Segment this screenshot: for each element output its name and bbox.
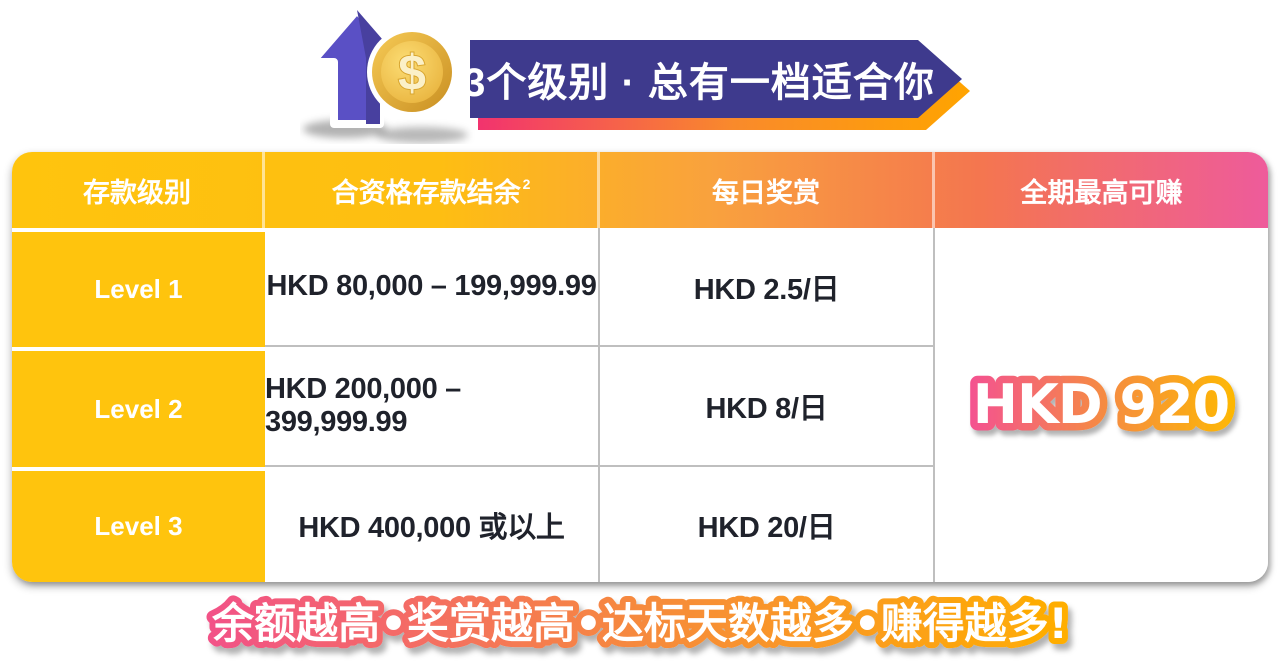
- max-earn-total-cell: HKD 920: [935, 228, 1268, 582]
- dollar-glyph: $: [398, 45, 426, 101]
- daily-reward-cell-row1: HKD 2.5/日: [600, 228, 935, 347]
- coin-dollar-arrow-up-icon: $: [303, 6, 468, 143]
- header-eligible-balance: 合资格存款结余 2: [265, 152, 600, 228]
- level-1-cell: Level 1: [12, 228, 265, 347]
- header-deposit-level: 存款级别: [12, 152, 265, 228]
- footnote-marker: 2: [522, 176, 531, 192]
- header-daily-reward: 每日奖赏: [600, 152, 935, 228]
- svg-text:余额越高•奖赏越高•达标天数越多•赚得越多!: 余额越高•奖赏越高•达标天数越多•赚得越多!: [211, 599, 1068, 648]
- header-max-earn: 全期最高可赚: [935, 152, 1268, 228]
- hero-title: 3个级别 · 总有一档适合你: [463, 61, 935, 105]
- balance-cell-row3: HKD 400,000 或以上: [265, 467, 600, 582]
- level-2-cell: Level 2: [12, 347, 265, 467]
- balance-cell-row1: HKD 80,000 – 199,999.99: [265, 228, 600, 347]
- svg-text:HKD 920: HKD 920: [973, 373, 1229, 436]
- balance-cell-row2: HKD 200,000 – 399,999.99: [265, 347, 600, 467]
- ribbon-banner: 3个级别 · 总有一档适合你: [470, 40, 962, 118]
- hero-section: 3个级别 · 总有一档适合你 $: [0, 0, 1280, 152]
- tagline-text: 余额越高•奖赏越高•达标天数越多•赚得越多!: [205, 593, 1074, 654]
- daily-reward-cell-row3: HKD 20/日: [600, 467, 935, 582]
- daily-reward-cell-row2: HKD 8/日: [600, 347, 935, 467]
- level-3-cell: Level 3: [12, 467, 265, 582]
- max-earn-amount: HKD 920: [965, 366, 1237, 444]
- rewards-table: 存款级别 合资格存款结余 2 每日奖赏 全期最高可赚 Level 1 HKD 80…: [12, 152, 1268, 582]
